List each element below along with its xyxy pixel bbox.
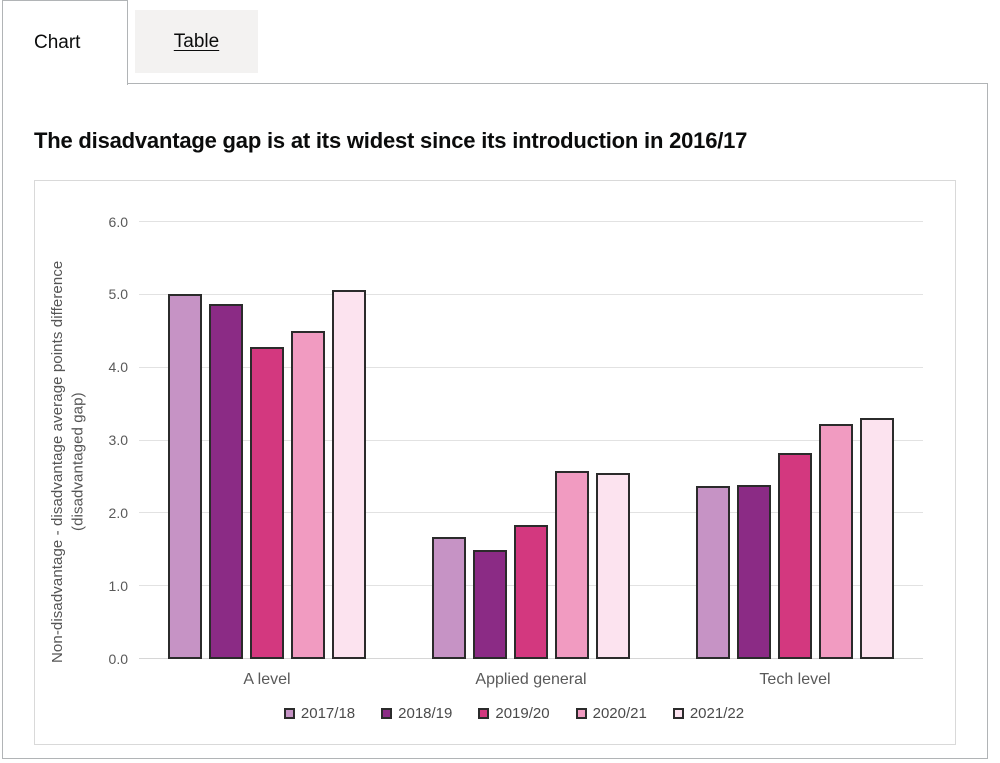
gridline: 4.0 (109, 359, 923, 375)
chart-tab-panel: The disadvantage gap is at its widest si… (2, 83, 988, 759)
bar (291, 330, 325, 659)
x-axis-category-label: Applied general (475, 671, 587, 688)
y-tick-label: 4.0 (108, 359, 128, 376)
bar (250, 347, 284, 659)
legend-label: 2018/19 (398, 705, 453, 722)
legend-item: 2017/18 (283, 705, 356, 722)
y-tick-label: 3.0 (108, 432, 128, 448)
legend-item: 2021/22 (672, 705, 745, 722)
y-tick-label: 6.0 (108, 213, 128, 230)
gridline: 3.0 (109, 432, 923, 448)
legend-label: 2021/22 (689, 705, 745, 722)
bar (473, 550, 507, 659)
legend-swatch (672, 708, 684, 719)
bar (432, 536, 466, 659)
plot-area: 0.0 1.0 2.0 3.0 4.0 5.0 6.0 (109, 214, 923, 667)
chart-figure: Non-disadvantage - disadvantage average … (34, 180, 956, 745)
legend-swatch (575, 708, 587, 719)
bar (778, 452, 812, 659)
chart-title: The disadvantage gap is at its widest si… (34, 128, 748, 153)
bar (860, 417, 894, 659)
bar-group (695, 222, 895, 659)
y-axis-label: Non-disadvantage - disadvantage average … (48, 260, 86, 663)
tabs-header: Chart Table (0, 0, 1000, 85)
tab-table-link[interactable]: Table (173, 30, 220, 52)
tab-table[interactable]: Table (135, 10, 258, 73)
y-axis-label-column: Non-disadvantage - disadvantage average … (47, 201, 89, 722)
x-axis-category-label: A level (243, 671, 291, 688)
bar (209, 303, 243, 659)
tab-chart[interactable]: Chart (2, 0, 128, 85)
legend-label: 2017/18 (300, 705, 356, 722)
bar (737, 484, 771, 659)
gridline: 2.0 (109, 505, 923, 521)
legend-swatch (283, 708, 295, 719)
y-tick-label: 1.0 (108, 577, 128, 594)
bar-groups (139, 222, 923, 659)
bar-group (167, 222, 367, 659)
bar (555, 471, 589, 659)
legend: 2017/18 2018/19 2019/20 2020/21 2021/22 (89, 705, 939, 722)
legend-item: 2019/20 (478, 705, 550, 722)
y-tick-label: 0.0 (108, 650, 128, 667)
plot-column: 0.0 1.0 2.0 3.0 4.0 5.0 6.0 A level Applied gen… (89, 201, 939, 722)
legend-swatch (381, 708, 393, 719)
tab-chart-label: Chart (34, 32, 81, 53)
bar (168, 294, 202, 659)
y-tick-label: 2.0 (108, 504, 128, 521)
x-axis-labels: A level Applied general Tech level (139, 671, 923, 689)
legend-label: 2020/21 (592, 705, 647, 722)
bar (332, 289, 366, 659)
bar (514, 525, 548, 659)
x-axis-category-label: Tech level (759, 671, 831, 688)
gridline: 6.0 (109, 214, 923, 230)
bar (596, 472, 630, 659)
legend-swatch (478, 708, 490, 719)
bar (696, 486, 730, 659)
legend-label: 2019/20 (495, 705, 550, 722)
gridline: 5.0 (109, 286, 923, 302)
bar (819, 424, 853, 659)
y-tick-label: 5.0 (108, 286, 128, 303)
bar-group (431, 222, 631, 659)
legend-item: 2018/19 (381, 705, 452, 722)
legend-item: 2020/21 (575, 705, 647, 722)
